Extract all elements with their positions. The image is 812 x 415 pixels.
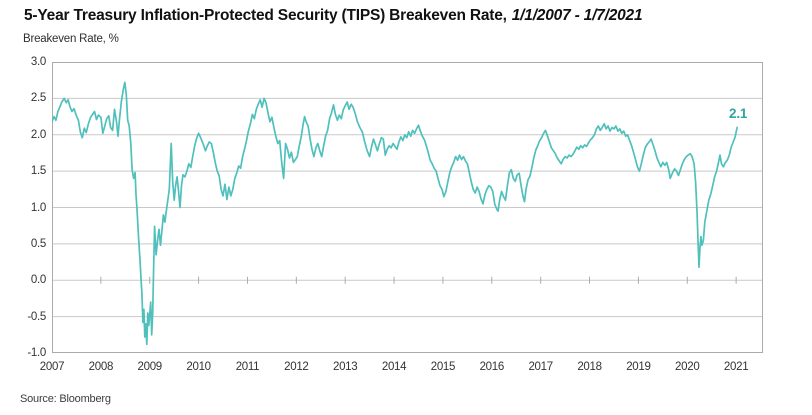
x-axis-label: 2008: [88, 361, 114, 373]
x-axis-label: 2009: [137, 361, 163, 373]
x-axis-label: 2007: [39, 361, 65, 373]
chart-title-range: 1/1/2007 - 1/7/2021: [511, 7, 643, 24]
x-axis-label: 2013: [332, 361, 358, 373]
data-line: [52, 81, 738, 346]
y-axis-label: 0.5: [30, 237, 46, 250]
chart-title-main: 5-Year Treasury Inflation-Protected Secu…: [24, 7, 507, 24]
value-annotation: 2.1: [729, 106, 748, 122]
x-axis-label: 2014: [381, 361, 407, 373]
x-axis-label: 2016: [479, 361, 505, 373]
x-axis-label: 2017: [528, 361, 553, 373]
x-axis-label: 2010: [186, 361, 211, 373]
y-axis-label: 2.5: [30, 92, 46, 105]
y-axis-label: -1.0: [27, 347, 46, 359]
x-axis-label: 2015: [430, 361, 456, 373]
source-note: Source: Bloomberg: [20, 393, 111, 405]
y-axis-label: 1.0: [30, 201, 46, 214]
y-axis-label: 0.0: [30, 274, 46, 287]
x-axis-label: 2018: [577, 361, 602, 373]
chart-subtitle: Breakeven Rate, %: [23, 33, 119, 45]
x-axis-label: 2012: [284, 361, 309, 373]
plot-svg: [52, 62, 763, 353]
plot-border: [52, 62, 763, 353]
y-axis-label: -0.5: [27, 310, 46, 323]
chart-title: 5-Year Treasury Inflation-Protected Secu…: [24, 7, 643, 25]
x-axis-label: 2019: [626, 361, 651, 373]
x-axis-label: 2021: [723, 361, 749, 373]
x-axis-label: 2011: [235, 361, 260, 373]
y-axis-label: 1.5: [30, 165, 46, 178]
y-axis-label: 2.0: [30, 128, 46, 141]
x-axis-label: 2020: [675, 361, 700, 373]
y-axis-label: 3.0: [30, 56, 46, 68]
